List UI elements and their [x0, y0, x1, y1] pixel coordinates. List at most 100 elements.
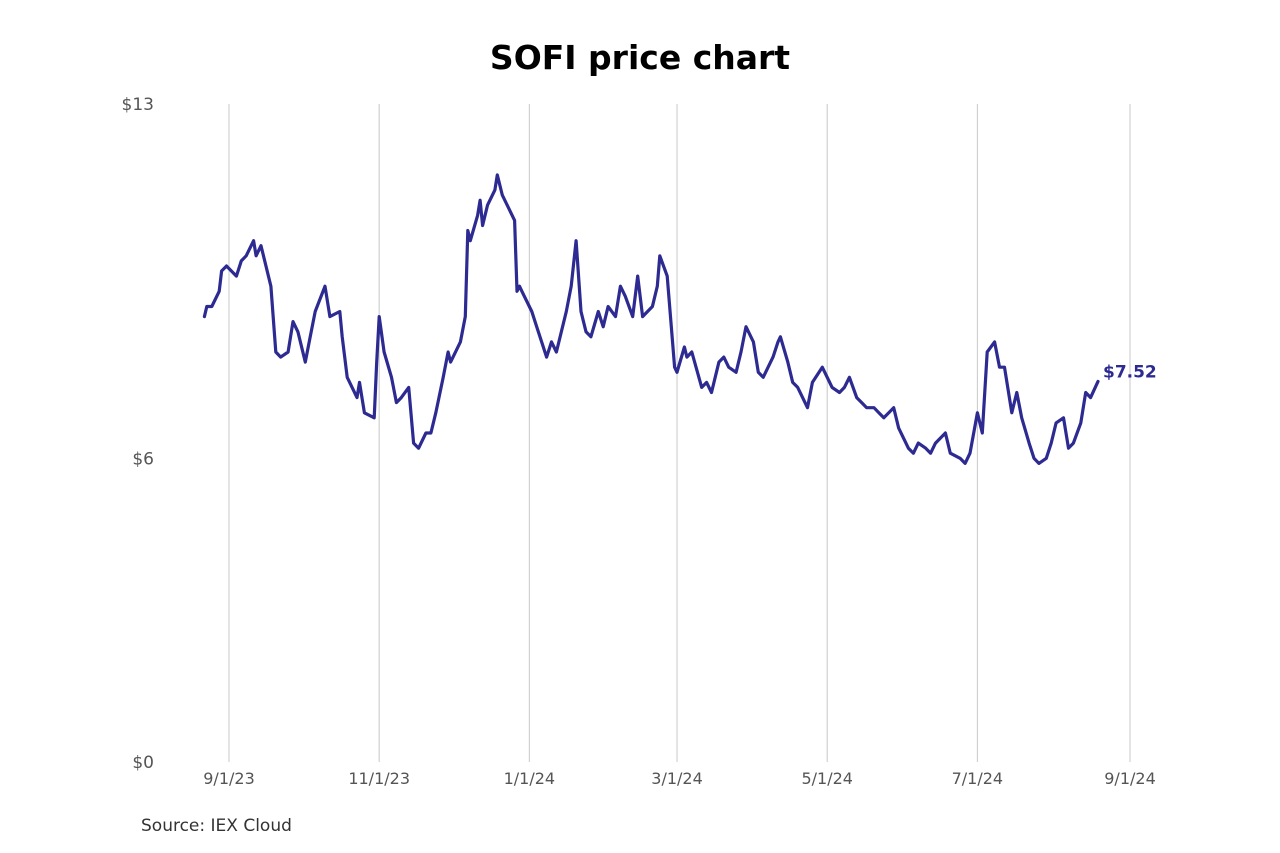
price-point [838, 391, 841, 394]
price-point [245, 255, 247, 257]
price-point [686, 356, 688, 358]
price-point [676, 371, 678, 374]
price-point [791, 381, 794, 384]
price-point [907, 447, 910, 450]
price-point [395, 401, 398, 404]
price-point [1033, 457, 1035, 460]
price-point [260, 244, 262, 247]
price-point [636, 275, 639, 277]
price-point [535, 325, 538, 328]
price-point [501, 194, 504, 196]
price-point [521, 290, 523, 293]
price-point [614, 315, 617, 318]
price-point [666, 275, 668, 277]
price-point [1038, 462, 1040, 465]
x-tick-label: 1/1/24 [504, 769, 556, 788]
price-point [309, 336, 312, 338]
price-point [464, 315, 467, 318]
price-point [287, 351, 289, 353]
price-point [986, 351, 988, 353]
price-point [796, 386, 799, 389]
y-tick-label: $6 [132, 449, 154, 469]
price-point [897, 427, 900, 429]
price-point [1045, 457, 1048, 460]
price-point [757, 371, 760, 374]
price-point [211, 305, 213, 308]
price-point [673, 366, 676, 369]
price-point [206, 305, 208, 308]
price-point [959, 457, 961, 460]
price-point [1028, 442, 1030, 444]
price-point [570, 285, 572, 288]
price-point [865, 406, 868, 409]
price-line [202, 173, 1100, 465]
price-point [459, 341, 462, 343]
last-price-label: $7.52 [1103, 362, 1157, 382]
x-tick-label: 9/1/24 [1104, 769, 1156, 788]
price-point [486, 204, 489, 206]
price-point [324, 285, 326, 288]
price-point [383, 351, 385, 353]
price-point [787, 361, 789, 363]
price-point [1003, 366, 1006, 369]
price-point [575, 239, 577, 242]
price-point [718, 361, 720, 363]
price-point [826, 376, 828, 379]
y-axis-tick-labels: $0 $6 $13 [122, 95, 154, 773]
price-point [252, 239, 255, 242]
price-point [516, 290, 518, 293]
price-point [1011, 412, 1013, 414]
price-point [1084, 391, 1087, 394]
price-point [476, 214, 479, 217]
price-point [447, 351, 449, 353]
price-point [412, 442, 415, 444]
price-point [631, 315, 634, 318]
price-point [590, 336, 592, 338]
price-point [860, 401, 863, 404]
price-point [878, 412, 880, 414]
price-point [356, 396, 358, 399]
price-series [202, 173, 1100, 465]
price-point [735, 371, 737, 374]
price-point [270, 285, 272, 288]
price-point [752, 341, 755, 343]
price-point [425, 432, 427, 434]
price-point [691, 351, 693, 353]
price-point [218, 290, 220, 293]
price-point [585, 331, 587, 333]
price-point [976, 412, 979, 414]
price-point [917, 442, 920, 444]
price-point [469, 239, 472, 242]
price-point [831, 386, 833, 389]
price-point [723, 356, 725, 358]
price-point [531, 310, 533, 313]
price-point [496, 174, 499, 176]
price-point [481, 224, 484, 227]
price-point [417, 447, 420, 450]
price-point [304, 361, 307, 363]
price-point [892, 406, 895, 409]
price-point [602, 325, 604, 328]
price-point [964, 462, 966, 465]
price-point [1020, 417, 1023, 419]
price-point [442, 376, 445, 379]
x-tick-label: 3/1/24 [651, 769, 703, 788]
price-point [225, 265, 228, 267]
price-point [435, 412, 437, 414]
price-point [1072, 442, 1075, 444]
y-tick-label: $0 [132, 753, 154, 773]
price-point [607, 305, 609, 308]
price-point [555, 351, 558, 353]
price-point [762, 376, 764, 379]
price-point [981, 432, 984, 434]
price-point [1089, 396, 1092, 399]
price-point [240, 260, 243, 262]
price-point [390, 376, 393, 379]
x-tick-label: 7/1/24 [952, 769, 1004, 788]
price-point [855, 396, 858, 399]
price-point [373, 417, 376, 419]
price-point [597, 310, 600, 313]
end-value-labels: $7.52 [1103, 362, 1157, 382]
price-point [659, 255, 661, 257]
